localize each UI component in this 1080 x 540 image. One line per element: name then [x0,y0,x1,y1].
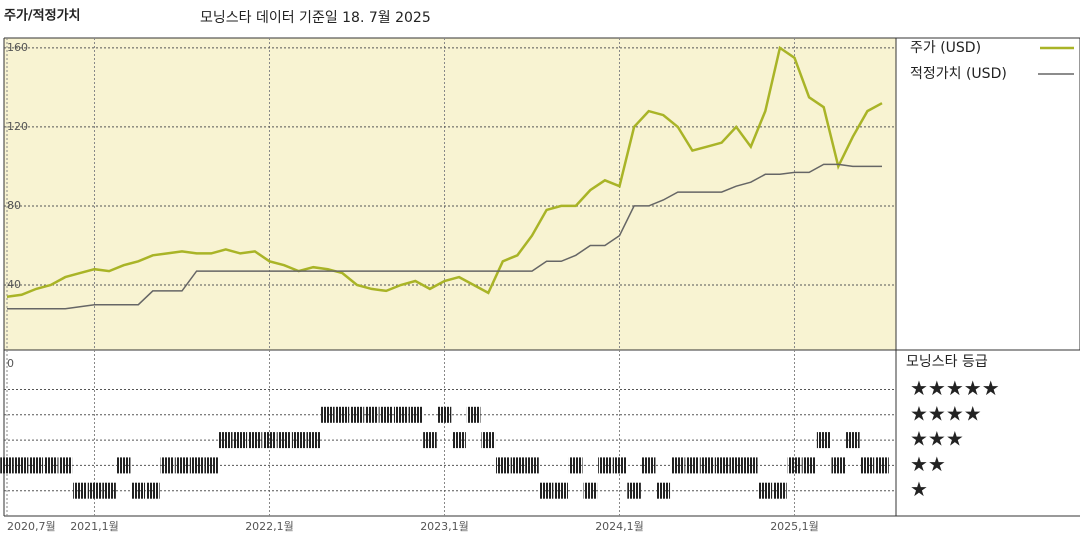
rating-bar [700,457,714,474]
rating-bar [160,457,175,474]
x-tick-label: 2020,7월 [7,520,56,533]
y-tick-label: 80 [7,199,21,212]
rating-bar [496,457,510,474]
rating-bar [131,482,146,499]
rating-bar [262,432,277,449]
rating-bar [379,406,393,423]
rating-level-label: ★★★ [910,427,964,451]
rating-bar [860,457,875,474]
rating-level-label: ★★ [910,452,946,476]
x-tick-label: 2022,1월 [245,520,294,533]
rating-bar [539,482,554,499]
rating-bar [146,482,160,499]
y-tick-label: 0 [7,357,14,370]
rating-bar [583,482,598,499]
y-tick-label: 40 [7,278,21,291]
rating-bar [641,457,656,474]
rating-bar [671,457,685,474]
rating-bar [452,432,466,449]
rating-bar [393,406,408,423]
rating-bar [233,432,248,449]
x-tick-label: 2021,1월 [70,520,119,533]
rating-bar [466,406,481,423]
rating-bar [656,482,671,499]
rating-bar [743,457,758,474]
rating-bar [0,457,14,474]
rating-bar [787,457,802,474]
rating-bar [204,457,218,474]
rating-bar [802,457,816,474]
rating-bar [423,432,437,449]
rating-bar [568,457,583,474]
rating-bar [510,457,525,474]
rating-title: 모닝스타 등급 [906,354,988,370]
chart-title: 주가/적정가치 [4,8,81,24]
rating-bar [306,432,321,449]
rating-bar [87,482,102,499]
rating-bar [816,432,831,449]
x-tick-label: 2024,1월 [595,520,644,533]
rating-bar [218,432,233,449]
rating-bar [773,482,787,499]
rating-level-label: ★★★★★ [910,376,1000,400]
rating-bar [321,406,335,423]
y-tick-label: 120 [7,120,28,133]
series-line [6,45,883,299]
rating-bar [481,432,496,449]
rating-bar [189,457,204,474]
rating-bar [408,406,423,423]
rating-bar [29,457,43,474]
rating-bar [627,482,641,499]
rating-bar [612,457,627,474]
x-tick-label: 2023,1월 [420,520,469,533]
rating-bar [831,457,846,474]
rating-bar [714,457,729,474]
rating-bar [248,432,262,449]
rating-level-label: ★★★★ [910,401,982,425]
rating-bar [525,457,539,474]
rating-bar [364,406,379,423]
legend-label: 적정가치 (USD) [910,66,1007,82]
price-panel [4,38,896,350]
rating-bar [175,457,189,474]
x-tick-label: 2025,1월 [770,520,819,533]
rating-bar [437,406,452,423]
rating-bar [116,457,131,474]
series-line [7,163,882,310]
rating-bar [846,432,860,449]
rating-level-label: ★ [910,477,928,501]
y-tick-label: 160 [7,41,28,54]
rating-bar [875,457,889,474]
rating-bar [554,482,568,499]
rating-bar [291,432,306,449]
rating-bar [73,482,87,499]
rating-bar [14,457,29,474]
legend-panel [895,37,1080,351]
legend-label: 주가 (USD) [910,40,981,56]
rating-bar [43,457,58,474]
rating-bar [685,457,700,474]
rating-bar [58,457,73,474]
rating-bar [277,432,291,449]
chart-subtitle: 모닝스타 데이터 기준일 18. 7월 2025 [200,10,431,26]
rating-bar [729,457,743,474]
rating-bar [350,406,364,423]
rating-bar [598,457,612,474]
rating-bar [758,482,773,499]
rating-bar [102,482,116,499]
rating-bar [335,406,350,423]
